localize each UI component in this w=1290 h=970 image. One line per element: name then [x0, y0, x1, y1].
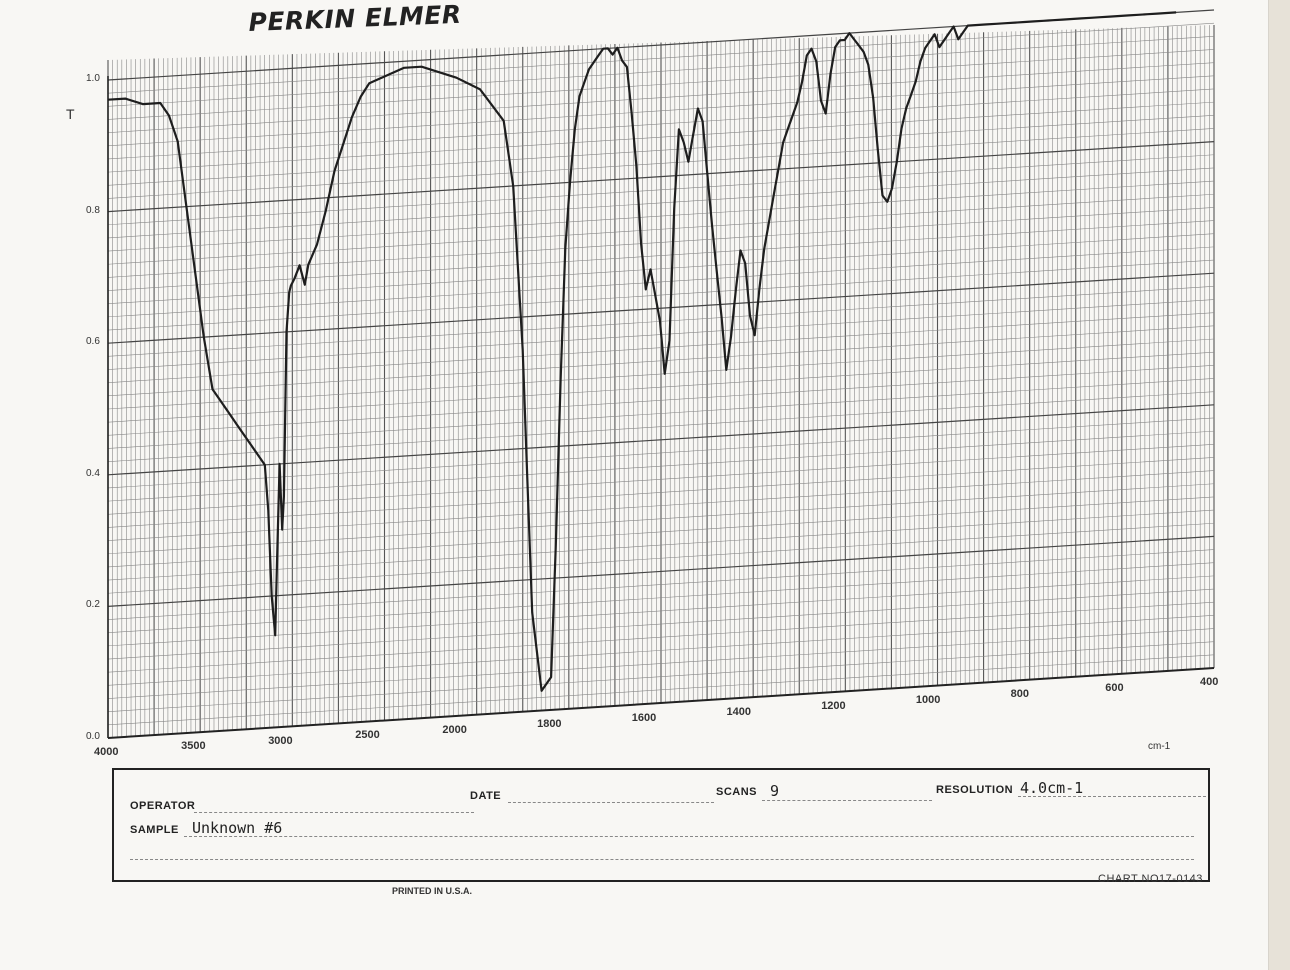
grid-line-horizontal [107, 180, 1215, 252]
x-axis-unit: cm-1 [1148, 741, 1171, 752]
grid-line-major-horizontal [107, 404, 1215, 476]
grid-line-horizontal [107, 365, 1215, 436]
y-tick-label: 0.4 [86, 467, 100, 479]
grid-line-horizontal [107, 601, 1215, 673]
grid-line-horizontal [107, 207, 1215, 278]
grid-line-horizontal [107, 325, 1215, 397]
y-axis-label: T [66, 106, 75, 122]
grid-line-horizontal [107, 430, 1215, 502]
sample-info-box: OPERATOR DATE SCANS 9 RESOLUTION 4.0cm-1… [112, 768, 1210, 882]
x-axis-line [107, 667, 1215, 739]
y-tick-label: 0.0 [86, 731, 100, 742]
grid-line-horizontal [107, 351, 1215, 423]
resolution-value: 4.0cm-1 [1020, 779, 1084, 797]
grid-line-horizontal [107, 246, 1215, 318]
y-tick-label: 1.0 [86, 73, 100, 84]
x-tick-label: 1000 [915, 693, 941, 706]
resolution-field-line [1018, 796, 1206, 797]
grid-line-horizontal [107, 220, 1215, 291]
grid-line-horizontal [107, 193, 1215, 265]
grid-line-horizontal [107, 22, 1215, 94]
grid-line-major-horizontal [107, 535, 1215, 607]
grid-line-major-horizontal [107, 272, 1215, 344]
grid-line-horizontal [107, 167, 1215, 239]
y-tick-label: 0.2 [86, 599, 100, 611]
resolution-label: RESOLUTION [936, 784, 1014, 796]
x-tick-label: 3000 [268, 734, 293, 747]
grid-line-horizontal [107, 641, 1215, 712]
operator-field-line [194, 812, 474, 813]
x-tick-label: 1400 [726, 705, 751, 718]
grid-line-major-horizontal [107, 141, 1215, 213]
grid-line-horizontal [107, 654, 1215, 726]
y-tick-label: 0.8 [86, 204, 100, 216]
grid-line-horizontal [107, 615, 1215, 686]
x-tick-label: 400 [1200, 676, 1219, 688]
x-tick-label: 1200 [821, 699, 846, 712]
grid-line-horizontal [107, 259, 1215, 331]
grid-line-horizontal [107, 49, 1215, 120]
transmittance-series-line [107, 11, 1177, 692]
x-tick-label: 2500 [355, 729, 380, 742]
grid-line-horizontal [107, 101, 1215, 173]
grid-line-horizontal [107, 378, 1215, 449]
grid-line-horizontal [107, 233, 1215, 305]
grid-line-horizontal [107, 628, 1215, 699]
printed-note: PRINTED IN U.S.A. [392, 886, 473, 896]
grid-line-horizontal [107, 338, 1215, 410]
x-tick-label: 600 [1105, 681, 1124, 694]
x-tick-label: 800 [1010, 687, 1029, 700]
grid-line-horizontal [107, 549, 1215, 620]
grid-line-horizontal [107, 588, 1215, 660]
grid-line-horizontal [107, 575, 1215, 647]
grid-line-horizontal [107, 483, 1215, 555]
grid-line-horizontal [107, 443, 1215, 515]
notes-line [130, 859, 1194, 860]
date-label: DATE [470, 790, 502, 802]
chart-number: CHART NO17-0143 [1098, 873, 1203, 885]
grid-line-horizontal [107, 417, 1215, 489]
grid-line-horizontal [107, 36, 1215, 107]
sample-field-line [184, 836, 1194, 837]
sample-label: SAMPLE [130, 824, 179, 836]
x-tick-label: 2000 [442, 723, 467, 736]
y-tick-label: 0.6 [86, 336, 100, 348]
grid-line-horizontal [107, 62, 1215, 133]
grid-line-horizontal [107, 457, 1215, 528]
grid-line-horizontal [107, 391, 1215, 462]
x-tick-label: 3500 [181, 740, 206, 753]
grid-line-horizontal [107, 88, 1215, 160]
grid-line-horizontal [107, 154, 1215, 226]
date-field-line [508, 802, 714, 803]
operator-label: OPERATOR [130, 800, 196, 812]
x-tick-label: 1600 [631, 711, 657, 724]
grid-line-horizontal [107, 114, 1215, 186]
x-tick-label: 4000 [94, 746, 119, 758]
grid-line-horizontal [107, 75, 1215, 147]
grid-line-horizontal [107, 470, 1215, 541]
scans-value: 9 [770, 782, 780, 800]
grid-line-horizontal [107, 128, 1215, 199]
grid-line-horizontal [107, 312, 1215, 383]
grid-line-horizontal [107, 509, 1215, 581]
grid-line-horizontal [107, 522, 1215, 594]
grid-line-horizontal [107, 496, 1215, 568]
grid-line-horizontal [107, 562, 1215, 634]
sample-value: Unknown #6 [192, 819, 283, 837]
x-tick-label: 1800 [537, 717, 562, 730]
scans-label: SCANS [716, 786, 758, 798]
scans-field-line [762, 800, 932, 801]
